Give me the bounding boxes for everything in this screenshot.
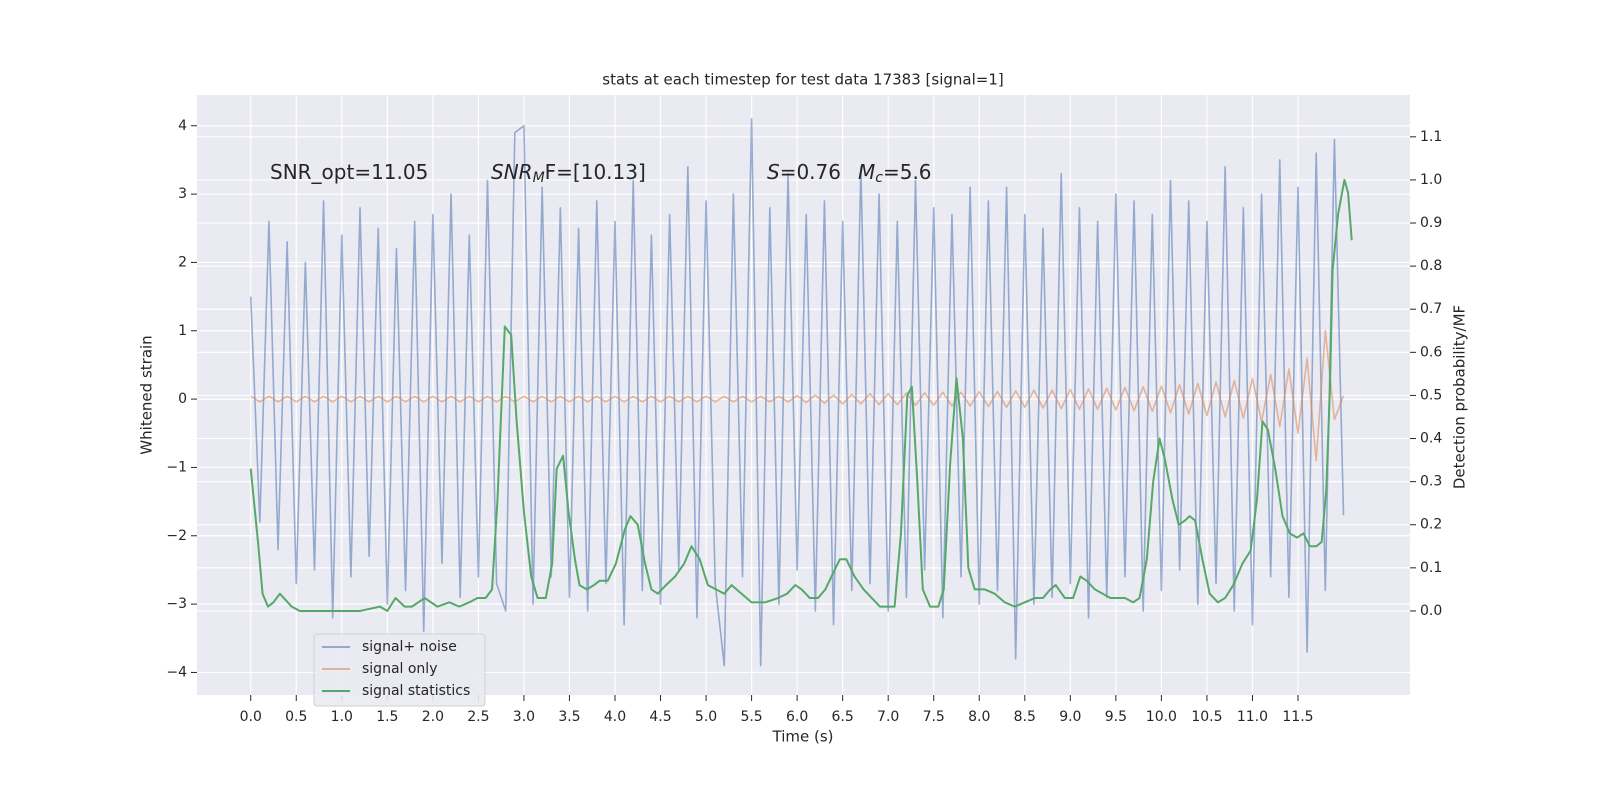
y2-tick-label: 0.2 xyxy=(1420,517,1442,533)
annotation-base: SNR xyxy=(491,160,533,184)
annotation-base: M xyxy=(858,160,875,184)
y2-tick-label: 0.9 xyxy=(1420,215,1442,231)
y-tick-label: 1 xyxy=(178,323,187,339)
series-line xyxy=(249,178,1353,612)
y-axis-label: Whitened strain xyxy=(138,335,156,454)
x-tick-label: 11.5 xyxy=(1282,709,1313,725)
y-tick-label: 4 xyxy=(178,118,187,134)
x-tick-label: 11.0 xyxy=(1237,709,1268,725)
chart-title: stats at each timestep for test data 173… xyxy=(602,71,1003,89)
x-tick-label: 7.0 xyxy=(877,709,899,725)
annotation-base: S xyxy=(767,160,780,184)
series-line xyxy=(250,329,1345,462)
x-tick-label: 6.0 xyxy=(786,709,808,725)
annotation-tail: F=[10.13] xyxy=(545,160,646,184)
x-tick-label: 5.5 xyxy=(740,709,762,725)
x-tick-label: 6.5 xyxy=(832,709,854,725)
y-tick-label: −3 xyxy=(166,596,187,612)
x-tick-label: 3.5 xyxy=(558,709,580,725)
x-tick-label: 2.5 xyxy=(467,709,489,725)
y2-tick-label: 0.6 xyxy=(1420,344,1442,360)
x-tick-label: 7.5 xyxy=(923,709,945,725)
annotation: S=0.76 xyxy=(767,160,841,184)
x-tick-label: 4.0 xyxy=(604,709,626,725)
x-tick-label: 10.5 xyxy=(1191,709,1222,725)
x-tick-label: 3.0 xyxy=(513,709,535,725)
x-tick-label: 0.0 xyxy=(240,709,262,725)
x-tick-label: 9.0 xyxy=(1059,709,1081,725)
x-tick-label: 2.0 xyxy=(422,709,444,725)
annotation: SNR_opt=11.05 xyxy=(270,160,428,184)
y2-tick-label: 0.4 xyxy=(1420,431,1442,447)
x-axis-label: Time (s) xyxy=(772,728,834,746)
y-tick-label: 0 xyxy=(178,391,187,407)
legend-label: signal statistics xyxy=(362,683,470,699)
x-tick-label: 1.5 xyxy=(376,709,398,725)
annotation-tail: =5.6 xyxy=(883,160,932,184)
y2-tick-label: 1.1 xyxy=(1420,129,1442,145)
y-tick-label: 3 xyxy=(178,186,187,202)
x-tick-label: 8.5 xyxy=(1014,709,1036,725)
y2-tick-label: 1.0 xyxy=(1420,172,1442,188)
x-tick-label: 1.0 xyxy=(331,709,353,725)
y2-tick-label: 0.1 xyxy=(1420,560,1442,576)
legend-label: signal only xyxy=(362,661,437,677)
annotation-tail: =0.76 xyxy=(780,160,841,184)
y2-tick-label: 0.0 xyxy=(1420,603,1442,619)
annotation-text: SNR_opt=11.05 xyxy=(270,160,428,184)
x-tick-label: 8.0 xyxy=(968,709,990,725)
y2-tick-label: 0.3 xyxy=(1420,474,1442,490)
y-tick-label: −2 xyxy=(166,528,187,544)
y2-tick-label: 0.7 xyxy=(1420,301,1442,317)
annotation: SNRMF=[10.13] xyxy=(491,160,646,187)
y-tick-label: −1 xyxy=(166,459,187,475)
y2-axis-label: Detection probability/MF xyxy=(1451,305,1469,489)
y2-tick-label: 0.5 xyxy=(1420,387,1442,403)
legend-box xyxy=(313,633,486,707)
y2-tick-label: 0.8 xyxy=(1420,258,1442,274)
annotation-sub: c xyxy=(875,170,883,186)
x-tick-label: 9.5 xyxy=(1105,709,1127,725)
x-tick-label: 0.5 xyxy=(285,709,307,725)
series-line xyxy=(249,118,1345,667)
annotation-sub: M xyxy=(533,170,545,186)
x-tick-label: 4.5 xyxy=(649,709,671,725)
annotation: Mc=5.6 xyxy=(858,160,932,187)
x-tick-label: 5.0 xyxy=(695,709,717,725)
y-tick-label: −4 xyxy=(166,664,187,680)
y-tick-label: 2 xyxy=(178,254,187,270)
x-tick-label: 10.0 xyxy=(1146,709,1177,725)
legend-label: signal+ noise xyxy=(362,639,457,655)
